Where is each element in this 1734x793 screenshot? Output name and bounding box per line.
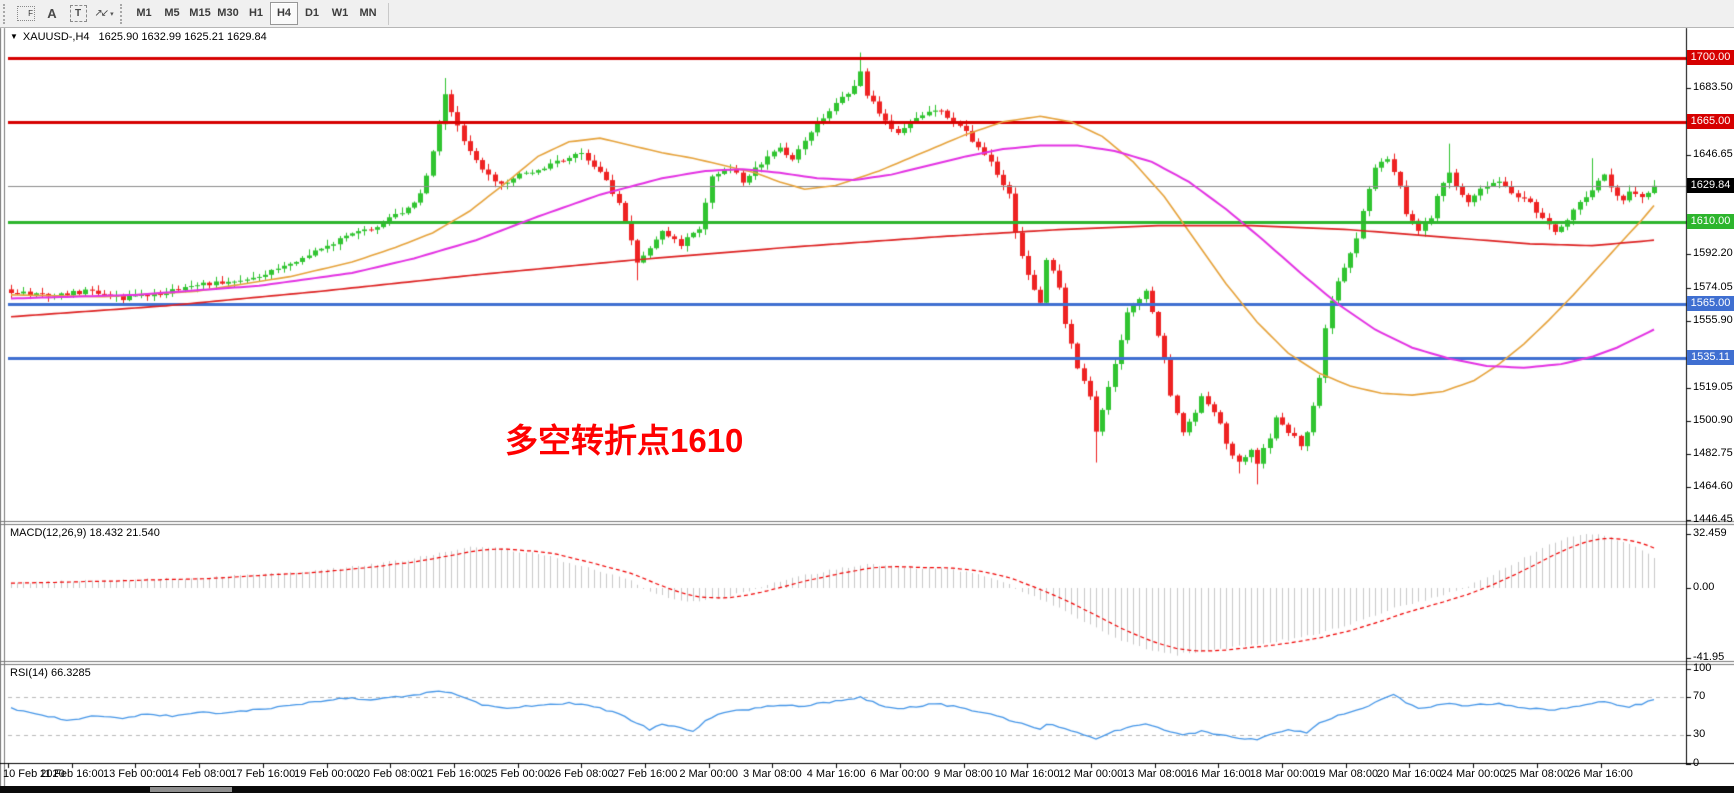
ohlc-values: 1625.90 1632.99 1625.21 1629.84 <box>98 31 267 43</box>
textbox-t-icon[interactable]: T <box>66 3 90 25</box>
price-tick-label: 1464.60 <box>1693 479 1733 492</box>
toolbar-drag-handle[interactable] <box>3 3 8 24</box>
price-level-badge: 1565.00 <box>1687 295 1734 311</box>
chart-header[interactable]: ▼ XAUUSD-,H4 1625.90 1632.99 1625.21 1629.… <box>10 31 267 43</box>
time-tick-label: 26 Mar 16:00 <box>1568 768 1633 780</box>
timeframe-button-m1[interactable]: M1 <box>136 7 152 19</box>
timeframe-button-m5[interactable]: M5 <box>164 7 180 19</box>
rsi-tick-label: 0 <box>1693 756 1700 769</box>
rsi-tick-label: 70 <box>1693 690 1706 702</box>
timeframe-group: M1 M5 M15 M30 H1 H4 D1 W1 MN <box>130 2 382 25</box>
timeframe-button-m15[interactable]: M15 <box>189 7 211 19</box>
time-tick-label: 13 Feb 00:00 <box>102 768 168 780</box>
timeframe-button-h1[interactable]: H1 <box>248 7 264 19</box>
price-level-badge: 1665.00 <box>1687 113 1734 129</box>
price-tick-label: 1592.20 <box>1693 247 1733 260</box>
time-tick-label: 18 Mar 00:00 <box>1249 768 1315 780</box>
macd-tick-label: -41.95 <box>1693 650 1725 663</box>
price-tick-label: 1500.90 <box>1693 413 1733 426</box>
time-tick-label: 25 Feb 00:00 <box>485 768 551 780</box>
time-tick-label: 20 Feb 08:00 <box>357 768 423 780</box>
rsi-tick-label: 100 <box>1693 661 1712 674</box>
price-tick-label: 1519.05 <box>1693 380 1733 393</box>
time-tick-label: 25 Mar 08:00 <box>1504 768 1570 780</box>
time-tick-label: 26 Feb 08:00 <box>548 768 614 780</box>
time-tick-label: 17 Feb 16:00 <box>230 768 296 780</box>
rsi-tick-label: 30 <box>1693 728 1706 740</box>
taskbar-strip <box>0 786 1734 793</box>
time-tick-label: 19 Feb 00:00 <box>294 768 359 780</box>
price-tick-label: 1555.90 <box>1693 313 1733 326</box>
time-tick-label: 24 Mar 00:00 <box>1440 768 1506 780</box>
time-tick-label: 16 Mar 16:00 <box>1185 768 1251 780</box>
timeframe-button-d1[interactable]: D1 <box>304 7 320 19</box>
time-tick-label: 13 Mar 08:00 <box>1122 768 1188 780</box>
time-tick-label: 6 Mar 00:00 <box>870 768 930 780</box>
label-a-icon[interactable]: A <box>47 6 57 21</box>
chevron-down-icon: ▾ <box>110 10 114 18</box>
arrows-tool-icon[interactable]: ↗↙ ▾ <box>94 8 114 19</box>
timeframe-button-w1[interactable]: W1 <box>331 7 349 19</box>
chart-annotation-text[interactable]: 多空转折点1610 <box>505 422 744 459</box>
timeframe-button-mn[interactable]: MN <box>359 7 377 19</box>
toolbar-drag-handle[interactable] <box>120 3 125 24</box>
price-level-badge: 1629.84 <box>1687 177 1734 193</box>
taskbar-item[interactable] <box>150 787 232 792</box>
price-tick-label: 1646.65 <box>1693 148 1733 161</box>
price-level-badge: 1610.00 <box>1687 213 1734 229</box>
time-tick-label: 9 Mar 08:00 <box>934 768 993 780</box>
price-level-badge: 1535.11 <box>1687 350 1734 366</box>
time-tick-label: 4 Mar 16:00 <box>806 768 866 780</box>
symbol-timeframe-label: XAUUSD-,H4 <box>22 31 90 43</box>
rsi-indicator-label: RSI(14) 66.3285 <box>10 667 91 679</box>
time-tick-label: 21 Feb 16:00 <box>421 768 487 780</box>
toolbar-separator <box>388 2 389 25</box>
timeframe-button-m30[interactable]: M30 <box>217 7 239 19</box>
toolbar: F A T ↗↙ ▾ M1 M5 M15 M30 H1 H4 D1 W1 MN <box>0 0 1734 28</box>
price-level-badge: 1700.00 <box>1687 50 1734 65</box>
macd-tick-label: 0.00 <box>1693 581 1715 593</box>
macd-indicator-label: MACD(12,26,9) 18.432 21.540 <box>10 527 160 539</box>
timeframe-button-h4[interactable]: H4 <box>270 2 298 25</box>
time-tick-label: 2 Mar 00:00 <box>679 768 739 780</box>
price-tick-label: 1482.75 <box>1693 446 1733 459</box>
time-tick-label: 11 Feb 16:00 <box>39 768 104 780</box>
time-tick-label: 12 Mar 00:00 <box>1058 768 1124 780</box>
time-tick-label: 10 Mar 16:00 <box>994 768 1060 780</box>
time-tick-label: 14 Feb 08:00 <box>166 768 232 780</box>
grid-f-icon[interactable]: F <box>14 3 38 25</box>
price-tick-label: 1683.50 <box>1693 81 1733 94</box>
time-tick-label: 3 Mar 08:00 <box>743 768 802 780</box>
time-tick-label: 19 Mar 08:00 <box>1313 768 1379 780</box>
price-tick-label: 1446.45 <box>1693 513 1733 525</box>
price-tick-label: 1574.05 <box>1693 280 1733 293</box>
time-tick-label: 27 Feb 16:00 <box>612 768 678 780</box>
time-tick-label: 10 Feb 2020 <box>3 768 65 780</box>
macd-tick-label: 32.459 <box>1693 527 1727 540</box>
drawing-tools-group: F A T ↗↙ ▾ <box>13 3 117 25</box>
time-tick-label: 20 Mar 16:00 <box>1376 768 1442 780</box>
symbol-dropdown-icon[interactable]: ▼ <box>10 32 18 41</box>
